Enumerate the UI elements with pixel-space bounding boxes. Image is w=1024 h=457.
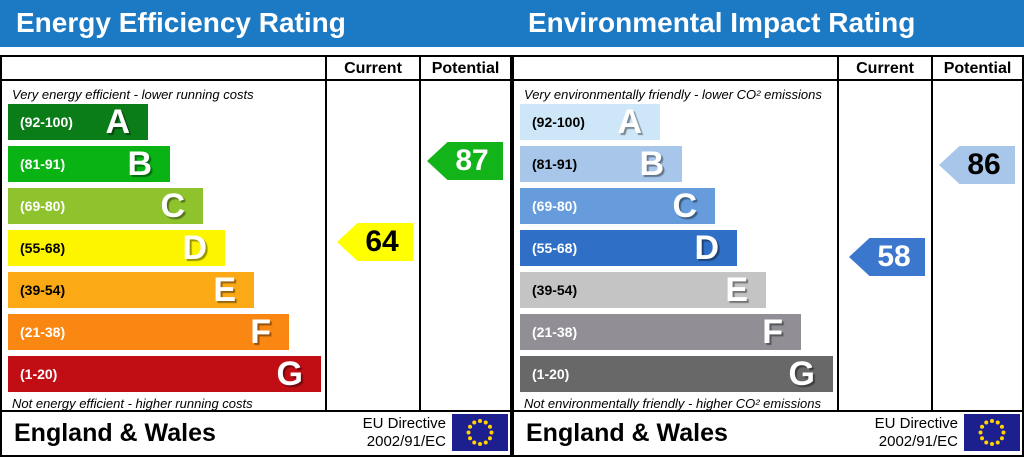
- band-row-e: (39-54) E: [8, 272, 254, 308]
- band-row-b: (81-91) B: [8, 146, 170, 182]
- band-letter: D: [182, 229, 207, 267]
- band-range-label: (21-38): [20, 324, 66, 340]
- eu-directive-line2: 2002/91/EC: [366, 433, 446, 450]
- column-header-potential: Potential: [431, 60, 500, 77]
- band-range-label: (1-20): [20, 366, 58, 382]
- band-range-label: (55-68): [20, 240, 66, 256]
- band-range-label: (92-100): [532, 114, 585, 130]
- rating-bands: (92-100) A (81-91) B (69-80) C (55-68) D (39-54)…: [8, 104, 325, 398]
- eu-directive-text: EU Directive 2002/91/EC: [875, 415, 958, 451]
- band-letter: A: [105, 103, 130, 141]
- current-rating-arrow: 64: [337, 223, 413, 261]
- band-range-label: (21-38): [532, 324, 578, 340]
- band-row-d: (55-68) D: [520, 230, 737, 266]
- eu-flag-icon: [452, 414, 508, 451]
- bottom-caption: Not energy efficient - higher running co…: [12, 396, 253, 411]
- environmental-impact-title: Environmental Impact Rating: [528, 7, 916, 38]
- region-label: England & Wales: [14, 419, 216, 447]
- band-row-a: (92-100) A: [8, 104, 148, 140]
- band-letter: E: [213, 271, 236, 309]
- potential-rating-arrow: 87: [427, 142, 503, 180]
- top-caption: Very energy efficient - lower running co…: [12, 87, 254, 102]
- band-row-e: (39-54) E: [520, 272, 766, 308]
- header-divider: [514, 79, 1022, 81]
- environmental-impact-panel: Current Potential Very environmentally f…: [512, 55, 1024, 457]
- band-letter: F: [250, 313, 271, 351]
- top-caption: Very environmentally friendly - lower CO…: [524, 87, 822, 102]
- band-letter: C: [160, 187, 185, 225]
- rating-bands: (92-100) A (81-91) B (69-80) C (55-68) D (39-54)…: [520, 104, 837, 398]
- band-letter: A: [617, 103, 642, 141]
- current-rating-arrow: 58: [849, 238, 925, 276]
- column-header-current: Current: [344, 60, 402, 77]
- band-row-g: (1-20) G: [8, 356, 321, 392]
- band-range-label: (81-91): [532, 156, 578, 172]
- column-divider: [325, 57, 327, 412]
- band-row-d: (55-68) D: [8, 230, 225, 266]
- eu-directive-text: EU Directive 2002/91/EC: [363, 415, 446, 451]
- band-range-label: (69-80): [532, 198, 578, 214]
- band-row-c: (69-80) C: [520, 188, 715, 224]
- footer-divider: [514, 410, 1022, 412]
- band-row-f: (21-38) F: [8, 314, 289, 350]
- band-letter: F: [762, 313, 783, 351]
- band-letter: G: [276, 355, 303, 393]
- column-divider: [837, 57, 839, 412]
- eu-directive-line1: EU Directive: [362, 415, 446, 432]
- band-row-c: (69-80) C: [8, 188, 203, 224]
- column-header-potential: Potential: [943, 60, 1012, 77]
- band-row-g: (1-20) G: [520, 356, 833, 392]
- eu-directive-line2: 2002/91/EC: [878, 433, 958, 450]
- band-row-b: (81-91) B: [520, 146, 682, 182]
- band-letter: E: [725, 271, 748, 309]
- band-letter: G: [788, 355, 815, 393]
- band-range-label: (39-54): [20, 282, 66, 298]
- band-range-label: (1-20): [532, 366, 570, 382]
- energy-efficiency-panel: Current Potential Very energy efficient …: [0, 55, 512, 457]
- bottom-caption: Not environmentally friendly - higher CO…: [524, 396, 821, 411]
- column-header-current: Current: [856, 60, 914, 77]
- column-divider: [931, 57, 933, 412]
- band-range-label: (55-68): [532, 240, 578, 256]
- column-divider: [419, 57, 421, 412]
- band-letter: B: [127, 145, 152, 183]
- titlebar: Energy Efficiency Rating Environmental I…: [0, 0, 1024, 47]
- band-range-label: (92-100): [20, 114, 73, 130]
- eu-flag-icon: [964, 414, 1020, 451]
- band-letter: C: [672, 187, 697, 225]
- energy-efficiency-title: Energy Efficiency Rating: [16, 7, 346, 38]
- band-range-label: (81-91): [20, 156, 66, 172]
- region-label: England & Wales: [526, 419, 728, 447]
- band-range-label: (69-80): [20, 198, 66, 214]
- band-row-f: (21-38) F: [520, 314, 801, 350]
- band-row-a: (92-100) A: [520, 104, 660, 140]
- potential-rating-arrow: 86: [939, 146, 1015, 184]
- footer-divider: [2, 410, 510, 412]
- eu-directive-line1: EU Directive: [874, 415, 958, 432]
- header-divider: [2, 79, 510, 81]
- band-range-label: (39-54): [532, 282, 578, 298]
- band-letter: B: [639, 145, 664, 183]
- band-letter: D: [694, 229, 719, 267]
